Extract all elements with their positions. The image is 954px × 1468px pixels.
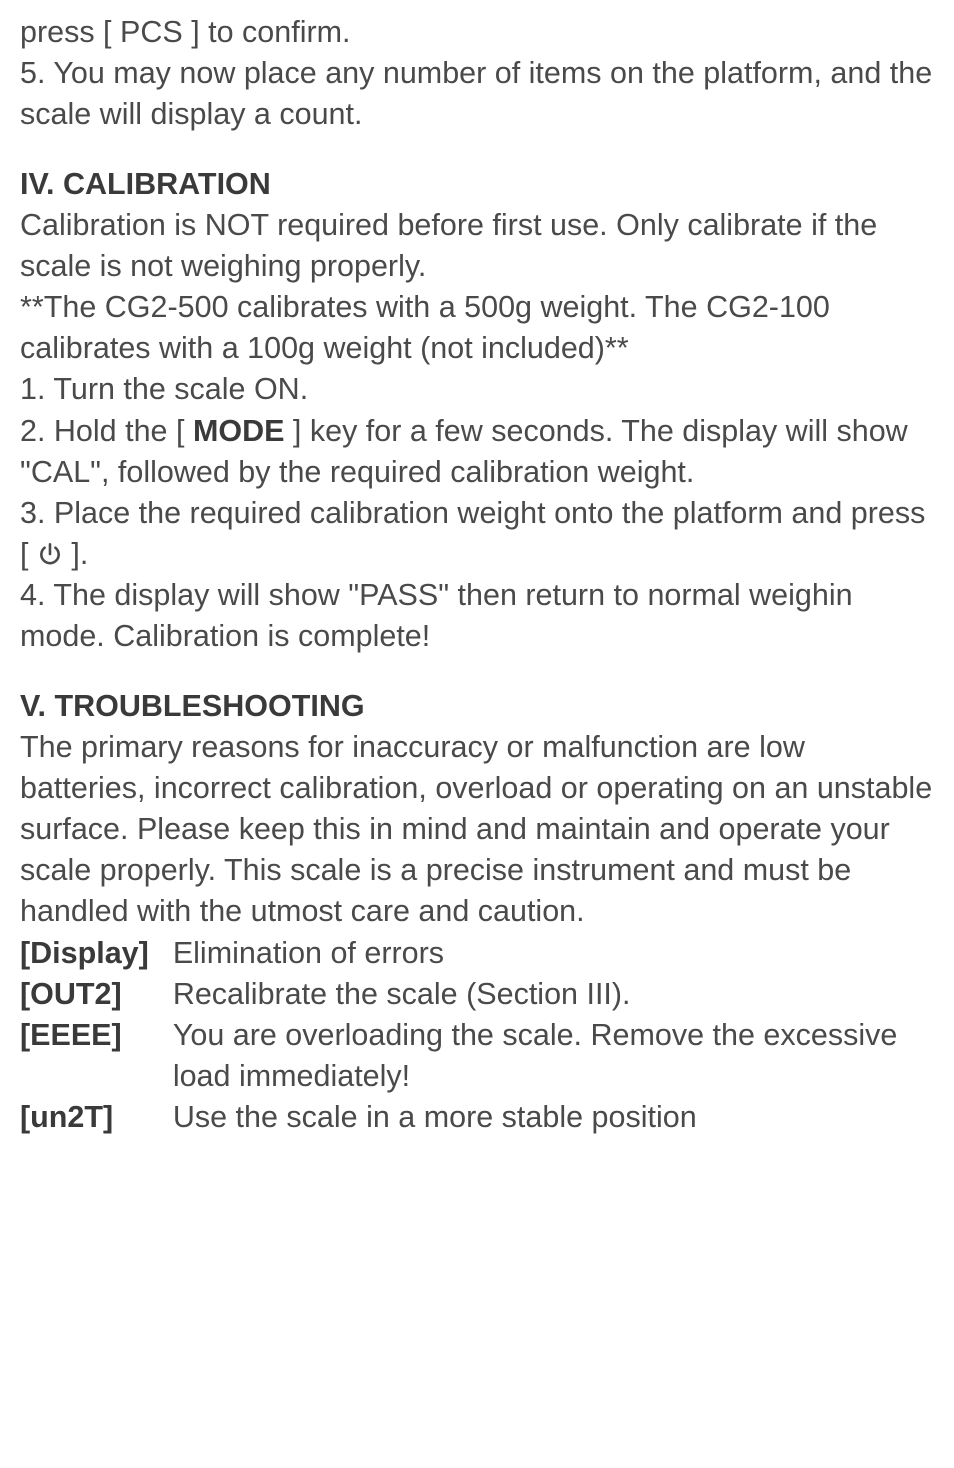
error-desc: Use the scale in a more stable position [173,1097,934,1138]
calibration-step-3: 3. Place the required calibration weight… [20,493,934,575]
calibration-step-2a: 2. Hold the [ [20,414,193,448]
error-label: [Display] [20,933,173,974]
calibration-p2: **The CG2-500 calibrates with a 500g wei… [20,287,934,369]
intro-line-2: 5. You may now place any number of items… [20,53,934,135]
calibration-step-2: 2. Hold the [ MODE ] key for a few secon… [20,411,934,493]
error-row: [Display] Elimination of errors [20,933,934,974]
troubleshooting-p1: The primary reasons for inaccuracy or ma… [20,727,934,933]
error-table: [Display] Elimination of errors [OUT2] R… [20,933,934,1139]
calibration-step-3a: 3. Place the required calibration weight… [20,496,925,571]
error-label: [OUT2] [20,974,173,1015]
mode-key-label: MODE [193,414,285,448]
calibration-heading: IV. CALIBRATION [20,164,934,205]
calibration-step-4: 4. The display will show "PASS" then ret… [20,575,934,657]
error-desc: Elimination of errors [173,933,934,974]
troubleshooting-heading: V. TROUBLESHOOTING [20,686,934,727]
error-label: [EEEE] [20,1015,173,1097]
error-desc: You are overloading the scale. Remove th… [173,1015,934,1097]
intro-line-1: press [ PCS ] to confirm. [20,12,934,53]
error-label: [un2T] [20,1097,173,1138]
manual-page: press [ PCS ] to confirm. 5. You may now… [20,12,934,1138]
calibration-p1: Calibration is NOT required before first… [20,205,934,287]
error-row: [un2T] Use the scale in a more stable po… [20,1097,934,1138]
error-row: [EEEE] You are overloading the scale. Re… [20,1015,934,1097]
error-desc: Recalibrate the scale (Section III). [173,974,934,1015]
power-icon [37,537,63,571]
calibration-step-3b: ]. [63,537,88,571]
calibration-step-1: 1. Turn the scale ON. [20,369,934,410]
error-row: [OUT2] Recalibrate the scale (Section II… [20,974,934,1015]
